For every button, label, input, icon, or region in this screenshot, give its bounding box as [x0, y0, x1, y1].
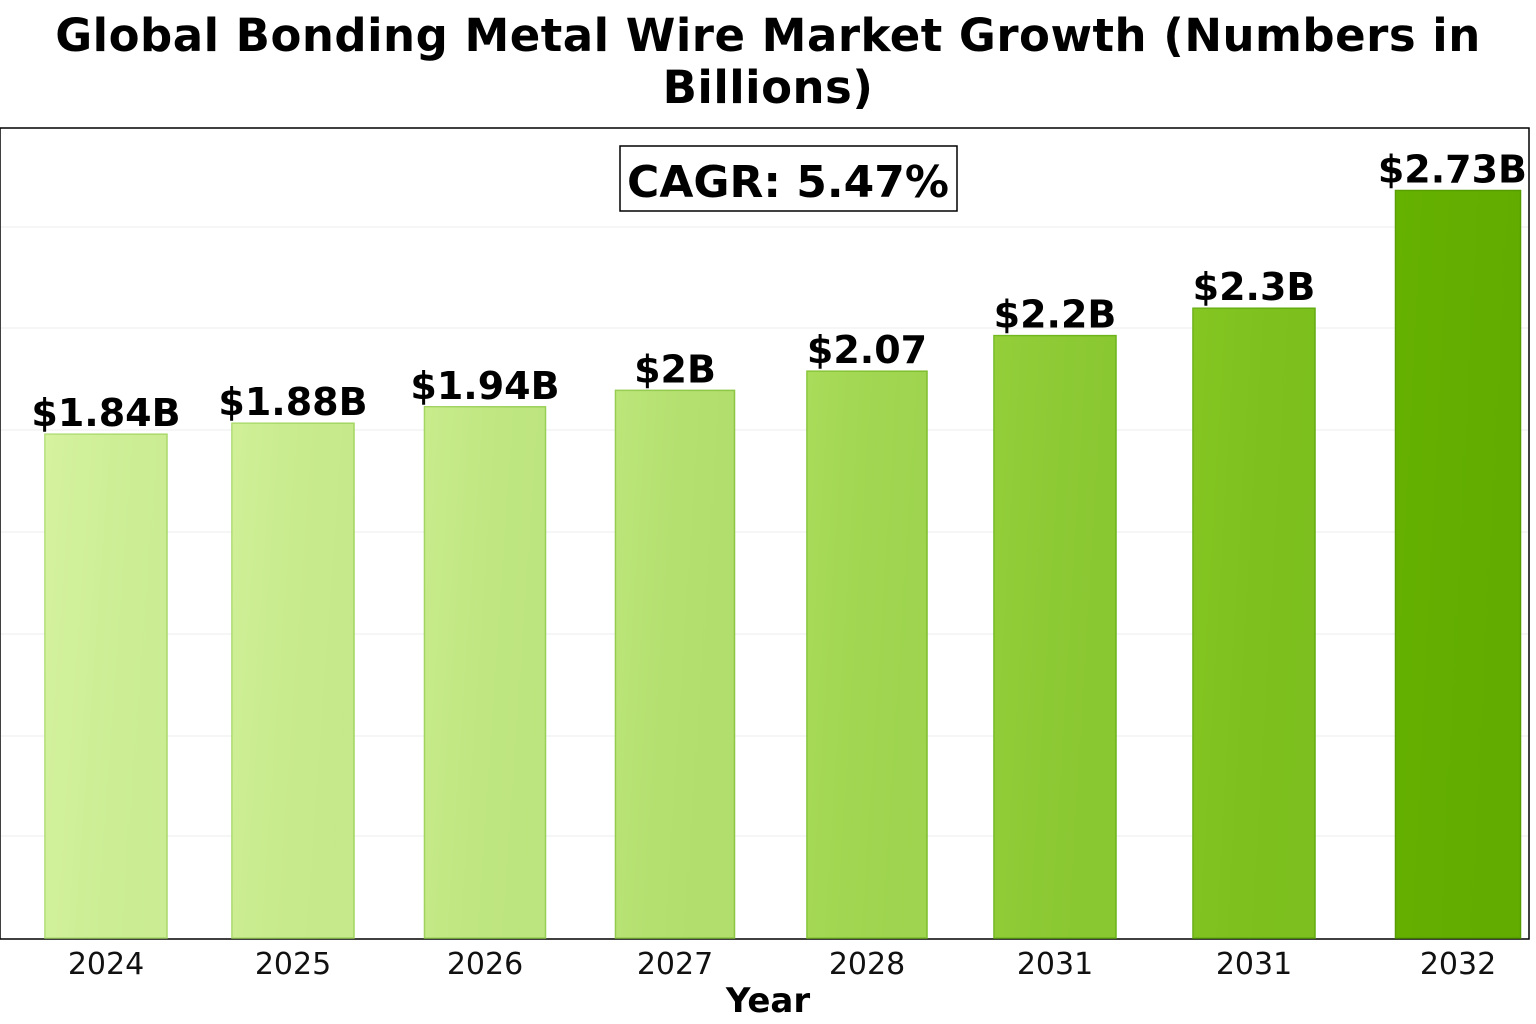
bar-shading	[1395, 190, 1521, 938]
x-tick-labels: 2024 2025 2026 2027 2028 2031 2031 2032	[68, 947, 1496, 982]
x-axis-title: Year	[725, 981, 811, 1021]
bar-shading	[1193, 308, 1315, 938]
bar-value-label: $1.88B	[218, 380, 367, 424]
bar-shading	[45, 434, 167, 938]
bar-value-label: $2.07	[807, 328, 927, 372]
x-tick-label: 2031	[1216, 947, 1292, 982]
bar-value-label: $1.94B	[410, 364, 559, 408]
bar-shading	[807, 371, 927, 938]
bar-shading	[994, 335, 1116, 939]
cagr-annotation: CAGR: 5.47%	[619, 145, 958, 212]
x-tick-label: 2026	[447, 947, 523, 982]
x-tick-label: 2024	[68, 947, 144, 982]
x-tick-label: 2028	[829, 947, 905, 982]
x-tick-label: 2027	[637, 947, 713, 982]
data-labels: $1.84B $1.88B $1.94B $2B $2.07 $2.2B $2.3B $2.7…	[31, 148, 1527, 436]
bars	[44, 189, 1522, 939]
x-tick-label: 2032	[1420, 947, 1496, 982]
x-tick-label: 2025	[255, 947, 331, 982]
x-tick-label: 2031	[1017, 947, 1093, 982]
bar-value-label: $2B	[634, 347, 716, 391]
bar-shading	[615, 390, 735, 938]
annotation-box	[619, 145, 958, 212]
bar-value-label: $2.3B	[1193, 265, 1316, 309]
bar-shading	[232, 423, 354, 938]
cagr-annotation-text: CAGR: 5.47%	[627, 157, 949, 208]
bar-value-label: $2.2B	[994, 293, 1117, 337]
chart-title: Global Bonding Metal Wire Market Growth …	[55, 9, 1481, 114]
plot-frame	[0, 127, 1530, 940]
bar-shading	[424, 406, 546, 938]
bar-value-label: $1.84B	[31, 391, 180, 435]
bar-value-label: $2.73B	[1378, 148, 1527, 192]
